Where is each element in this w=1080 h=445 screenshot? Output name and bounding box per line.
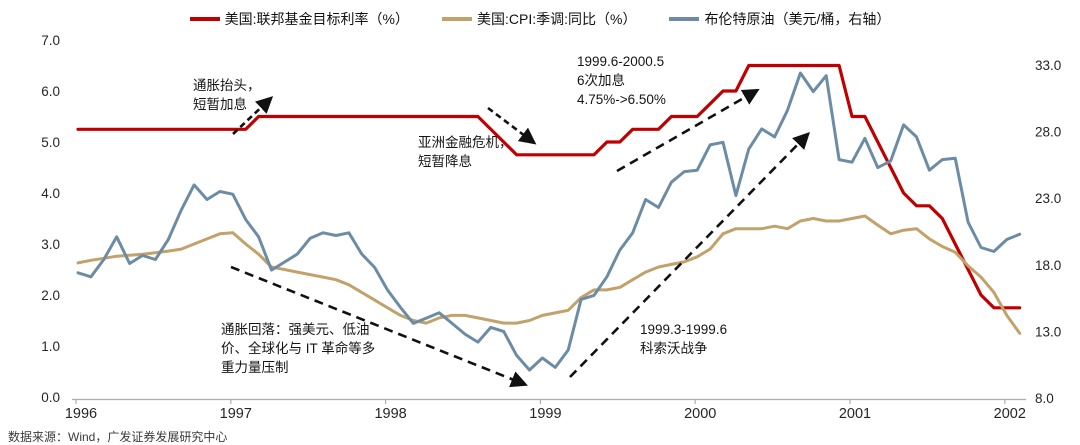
hike97-arrow	[232, 96, 274, 135]
y-right-label: 8.0	[1035, 391, 1054, 406]
y-left-label: 4.0	[41, 186, 60, 201]
y-left-label: 5.0	[41, 135, 60, 150]
annotation-six-hikes: 1999.6-2000.5 6次加息 4.75%->6.50%	[577, 54, 666, 107]
data-source-note: 数据来源：Wind，广发证券发展研究中心	[8, 430, 228, 444]
y-right-label: 13.0	[1035, 324, 1061, 339]
cpi-line	[76, 214, 1022, 335]
x-axis-label: 1998	[374, 406, 406, 422]
cpi-line-swatch	[441, 17, 472, 21]
y-left-label: 7.0	[41, 33, 60, 48]
brent-oil-line	[76, 71, 1022, 372]
y-right-label: 23.0	[1035, 191, 1061, 206]
legend-item-fed-funds-rate: 美国:联邦基金目标利率（%）	[189, 9, 409, 29]
x-axis-label: 1999	[529, 406, 561, 422]
annotation-disinflation: 通胀回落：强美元、低油 价、全球化与 IT 革命等多 重力量压制	[221, 322, 376, 375]
disinflation-arrow	[230, 265, 528, 388]
x-axis-label: 2000	[684, 406, 716, 422]
legend-label-fed-funds-rate: 美国:联邦基金目标利率（%）	[224, 11, 409, 27]
y-right-label: 33.0	[1035, 58, 1061, 73]
fed-funds-rate-line	[76, 63, 1022, 310]
y-left-label: 3.0	[41, 237, 60, 252]
annotation-asian-crisis: 亚洲金融危机， 短暂降息	[418, 135, 513, 169]
x-axis-label: 2002	[994, 406, 1026, 422]
y-right-label: 28.0	[1035, 125, 1061, 140]
x-axis-label: 1997	[220, 406, 252, 422]
legend-item-brent: 布伦特原油（美元/桶，右轴）	[669, 9, 890, 29]
x-axis-label: 2001	[839, 406, 871, 422]
fed-funds-line-swatch	[189, 17, 220, 21]
annotation-kosovo-war: 1999.3-1999.6 科索沃战争	[640, 322, 728, 356]
legend-item-cpi: 美国:CPI:季调:同比（%）	[441, 9, 637, 29]
legend: 美国:联邦基金目标利率（%） 美国:CPI:季调:同比（%） 布伦特原油（美元/…	[0, 9, 1080, 29]
brent-line-swatch	[669, 17, 700, 21]
legend-label-cpi: 美国:CPI:季调:同比（%）	[476, 11, 637, 27]
x-axis-label: 1996	[65, 406, 97, 422]
y-left-label: 2.0	[41, 288, 60, 303]
six-hikes-arrow	[616, 88, 760, 173]
y-right-label: 18.0	[1035, 258, 1061, 273]
y-left-label: 1.0	[41, 339, 60, 354]
y-left-label: 6.0	[41, 84, 60, 99]
legend-label-brent: 布伦特原油（美元/桶，右轴）	[704, 11, 891, 27]
annotation-1997-hike: 通胀抬头， 短暂加息	[193, 78, 261, 112]
kosovo-oil-arrow	[569, 131, 810, 378]
y-left-label: 0.0	[41, 390, 60, 405]
